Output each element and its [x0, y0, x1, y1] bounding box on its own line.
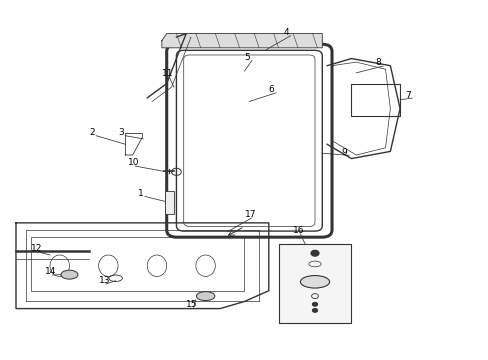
Text: 12: 12: [30, 244, 42, 253]
Ellipse shape: [196, 292, 214, 301]
Polygon shape: [162, 33, 322, 48]
Text: 3: 3: [118, 128, 123, 137]
Ellipse shape: [61, 270, 78, 279]
Circle shape: [310, 250, 318, 256]
Ellipse shape: [300, 275, 329, 288]
Text: 6: 6: [268, 85, 274, 94]
Bar: [165, 191, 174, 214]
Text: 11: 11: [162, 69, 173, 78]
Text: 13: 13: [99, 276, 110, 285]
Text: 7: 7: [404, 91, 410, 100]
Text: 5: 5: [244, 53, 250, 62]
Bar: [30, 237, 244, 291]
Text: 4: 4: [283, 28, 288, 37]
Text: 17: 17: [244, 210, 256, 219]
Circle shape: [312, 309, 317, 312]
Text: 10: 10: [127, 158, 139, 167]
Text: 1: 1: [137, 189, 143, 198]
Text: 9: 9: [341, 148, 347, 157]
Text: 8: 8: [375, 58, 381, 67]
Text: 2: 2: [89, 128, 94, 137]
Circle shape: [312, 302, 317, 306]
Text: 16: 16: [292, 226, 304, 235]
Text: 15: 15: [186, 300, 197, 309]
Text: 14: 14: [45, 267, 57, 276]
Bar: [351, 84, 399, 116]
Bar: [278, 244, 351, 323]
